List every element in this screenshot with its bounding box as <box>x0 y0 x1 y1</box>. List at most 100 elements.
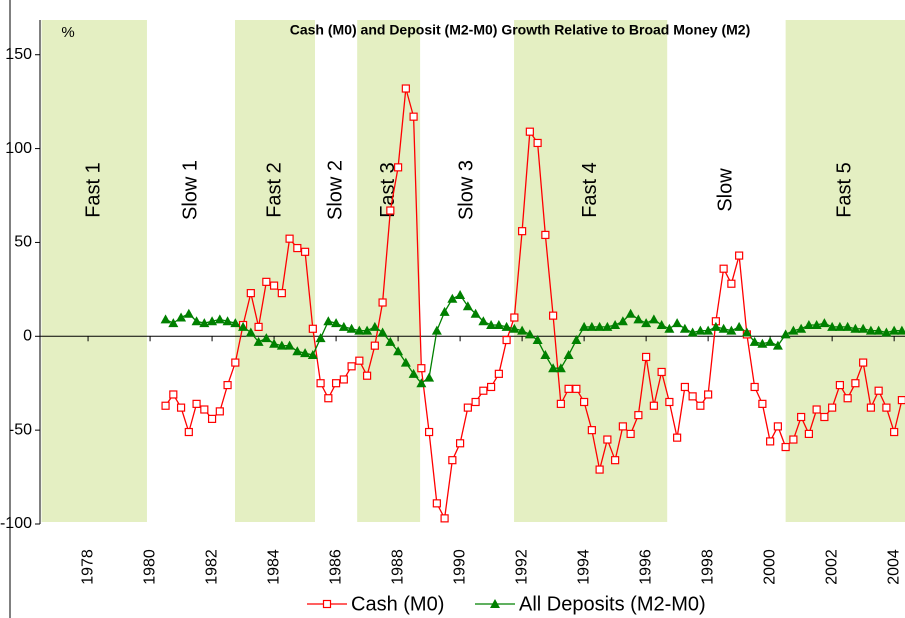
marker-triangle <box>625 308 636 318</box>
marker-triangle <box>819 318 830 328</box>
marker-triangle <box>183 308 194 318</box>
marker-triangle <box>462 301 473 311</box>
marker-square <box>797 412 806 422</box>
marker-square <box>525 127 534 136</box>
marker-triangle <box>749 336 760 346</box>
marker-triangle <box>191 316 202 326</box>
marker-triangle <box>718 323 729 333</box>
marker-square <box>820 412 829 422</box>
marker-triangle <box>811 320 822 330</box>
marker-square <box>169 390 178 399</box>
period-band <box>357 20 421 522</box>
marker-square <box>688 392 697 401</box>
marker-triangle <box>377 327 388 337</box>
marker-triangle <box>687 327 698 337</box>
marker-triangle <box>796 323 807 333</box>
x-tick-label: 1996 <box>637 549 654 585</box>
marker-square <box>440 514 449 523</box>
marker-square <box>727 279 736 288</box>
marker-square <box>657 367 666 377</box>
marker-triangle <box>447 293 458 303</box>
marker-triangle <box>431 325 442 335</box>
marker-square <box>231 358 240 367</box>
marker-square <box>386 206 395 215</box>
marker-square <box>634 411 643 420</box>
marker-triangle <box>610 320 621 330</box>
marker-square <box>595 465 604 474</box>
marker-triangle <box>486 320 497 330</box>
marker-square <box>401 84 410 93</box>
marker-square <box>262 277 271 286</box>
marker-triangle <box>803 320 814 330</box>
marker-triangle <box>168 318 179 328</box>
marker-square <box>487 382 496 392</box>
marker-triangle <box>323 316 334 326</box>
marker-triangle <box>540 350 551 360</box>
marker-square <box>254 322 263 332</box>
legend: Cash (M0) All Deposits (M2-M0) <box>307 593 706 615</box>
marker-square <box>673 433 682 442</box>
marker-triangle <box>555 363 566 373</box>
marker-triangle <box>369 321 380 331</box>
marker-square <box>184 427 193 437</box>
marker-square <box>843 394 852 403</box>
marker-triangle <box>889 325 900 335</box>
marker-triangle <box>176 312 187 322</box>
marker-triangle <box>300 348 311 358</box>
marker-square <box>322 599 332 609</box>
marker-triangle <box>710 321 721 331</box>
marker-square <box>355 356 364 365</box>
marker-triangle <box>571 335 582 345</box>
marker-triangle <box>896 325 905 335</box>
marker-triangle <box>734 321 745 331</box>
marker-triangle <box>617 316 628 326</box>
y-tick-label: 50 <box>14 234 32 251</box>
marker-triangle <box>741 327 752 337</box>
marker-square <box>471 397 480 407</box>
marker-triangle <box>834 321 845 331</box>
period-label: Slow <box>715 168 737 212</box>
marker-square <box>378 298 387 307</box>
x-tick-label: 2000 <box>761 549 778 585</box>
marker-square <box>680 382 689 392</box>
period-band <box>785 20 905 522</box>
axes: -100 -50 0 50 100 150 1978 1980 1982 1984 1986 1988… <box>0 20 905 585</box>
marker-square <box>417 364 426 373</box>
period-label: Slow 2 <box>324 160 346 220</box>
marker-triangle <box>679 323 690 333</box>
marker-triangle <box>439 306 450 316</box>
marker-square <box>192 399 201 408</box>
marker-square <box>510 313 519 322</box>
marker-square <box>549 311 558 320</box>
x-tick-label: 2004 <box>885 549 902 585</box>
y-tick-label: 0 <box>23 328 32 345</box>
marker-triangle <box>780 329 791 339</box>
marker-square <box>859 358 868 367</box>
marker-square <box>587 426 596 435</box>
marker-triangle <box>842 321 853 331</box>
marker-square <box>161 401 170 410</box>
marker-square <box>393 163 403 172</box>
marker-triangle <box>726 325 737 335</box>
period-band <box>514 20 668 522</box>
marker-triangle <box>354 325 365 335</box>
marker-triangle <box>269 338 280 348</box>
x-tick-label: 1982 <box>203 549 220 585</box>
marker-triangle <box>331 318 342 328</box>
marker-square <box>556 399 565 408</box>
marker-square <box>316 379 325 388</box>
marker-triangle <box>788 325 799 335</box>
marker-triangle <box>284 340 295 350</box>
marker-triangle <box>490 599 500 608</box>
marker-triangle <box>532 335 543 345</box>
y-tick-label: -100 <box>0 515 32 532</box>
period-label: Fast 1 <box>83 162 105 218</box>
marker-square <box>789 435 798 444</box>
marker-square <box>308 324 317 333</box>
marker-triangle <box>602 321 613 331</box>
period-band <box>235 20 316 522</box>
marker-square <box>665 397 674 407</box>
marker-square <box>874 386 883 395</box>
legend-label: Cash (M0) <box>351 593 444 615</box>
marker-square <box>866 403 875 412</box>
